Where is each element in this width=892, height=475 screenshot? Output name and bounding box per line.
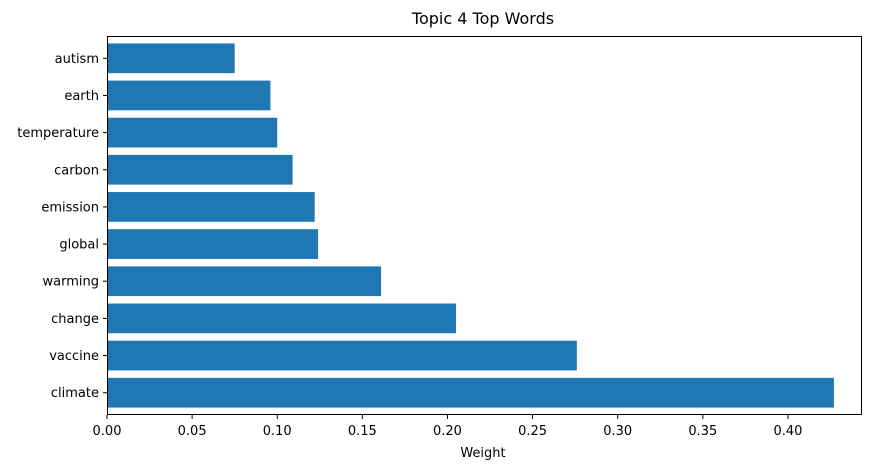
plot-frame bbox=[107, 36, 862, 415]
x-tick-label: 0.25 bbox=[518, 424, 547, 439]
bar-change bbox=[107, 303, 456, 334]
y-ticks-group: climate vaccine change warming global emissio… bbox=[17, 52, 107, 401]
y-tick-label: temperature bbox=[17, 126, 99, 141]
bar-climate bbox=[107, 377, 834, 408]
x-tick-label: 0.30 bbox=[603, 424, 632, 439]
bar-vaccine bbox=[107, 340, 577, 371]
y-tick-label: earth bbox=[64, 89, 99, 104]
x-tick-label: 0.15 bbox=[348, 424, 377, 439]
bars-group bbox=[107, 43, 834, 408]
bar-global bbox=[107, 229, 319, 259]
y-tick-label: emission bbox=[41, 200, 99, 215]
bar-carbon bbox=[107, 154, 293, 185]
x-tick-label: 0.10 bbox=[263, 424, 292, 439]
y-tick-label: warming bbox=[43, 275, 99, 290]
y-tick-label: autism bbox=[55, 52, 99, 67]
y-tick-label: change bbox=[51, 312, 99, 327]
x-ticks-group: 0.00 0.05 0.10 0.15 0.20 0.25 0.30 0.35 0.40 bbox=[93, 415, 802, 439]
bar-warming bbox=[107, 266, 382, 297]
bar-earth bbox=[107, 80, 271, 111]
bar-temperature bbox=[107, 117, 278, 148]
y-tick-label: global bbox=[59, 238, 99, 253]
x-tick-label: 0.20 bbox=[433, 424, 462, 439]
x-tick-label: 0.05 bbox=[178, 424, 207, 439]
x-tick-label: 0.35 bbox=[688, 424, 717, 439]
bar-emission bbox=[107, 192, 315, 222]
chart-title: Topic 4 Top Words bbox=[411, 9, 554, 28]
x-tick-label: 0.40 bbox=[773, 424, 802, 439]
y-tick-label: climate bbox=[51, 386, 99, 401]
y-tick-label: vaccine bbox=[49, 349, 99, 364]
bar-autism bbox=[107, 43, 235, 74]
x-axis-label: Weight bbox=[460, 446, 505, 461]
y-tick-label: carbon bbox=[54, 163, 99, 178]
x-tick-label: 0.00 bbox=[93, 424, 122, 439]
